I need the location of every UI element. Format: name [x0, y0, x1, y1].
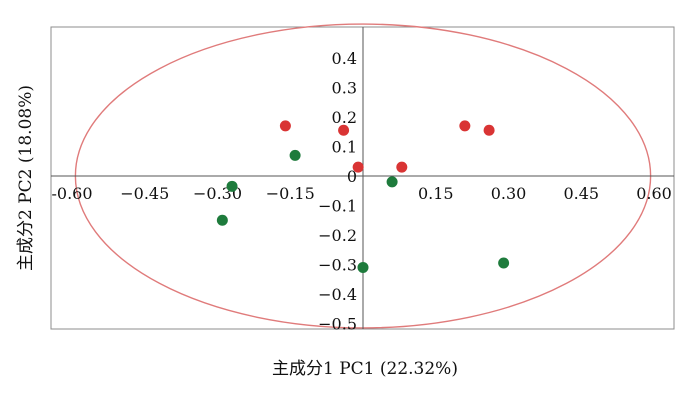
y-tick-label: 0.3 — [332, 79, 357, 98]
data-point-green — [357, 261, 369, 273]
y-tick-label: 0.2 — [332, 108, 357, 127]
y-tick-label: −0.4 — [318, 285, 357, 304]
data-points-layer — [216, 120, 510, 273]
data-point-green — [216, 214, 228, 226]
x-tick-label: −0.15 — [266, 184, 315, 203]
data-point-red — [396, 161, 408, 173]
axes-layer — [51, 27, 674, 329]
data-point-green — [226, 180, 238, 192]
x-tick-label: 0.30 — [491, 184, 527, 203]
y-tick-label: 0.4 — [332, 49, 357, 68]
x-tick-label: -0.60 — [51, 184, 92, 203]
x-tick-label: 0.60 — [636, 184, 672, 203]
y-tick-label: −0.3 — [318, 256, 357, 275]
y-axis-title: 主成分2 PC2 (18.08%) — [16, 85, 36, 271]
data-point-red — [459, 120, 471, 132]
y-tick-label: −0.5 — [318, 315, 357, 334]
x-axis-title: 主成分1 PC1 (22.32%) — [272, 359, 458, 379]
data-point-green — [289, 149, 301, 161]
y-tick-label: −0.1 — [318, 197, 357, 216]
y-tick-label: −0.2 — [318, 226, 357, 245]
tick-labels-layer: -0.60 −0.45 −0.3 0 −0.15 0.15 0.30 0.45 0.60 0.4 0… — [51, 49, 671, 334]
data-point-red — [279, 120, 291, 132]
x-tick-label: −0.45 — [120, 184, 169, 203]
x-tick-label: 0.45 — [563, 184, 599, 203]
x-tick-label: 0.15 — [418, 184, 454, 203]
data-point-green — [498, 257, 510, 269]
data-point-red — [338, 124, 350, 136]
y-tick-label: 0 — [347, 167, 357, 186]
data-point-red — [483, 124, 495, 136]
y-tick-label: 0.1 — [332, 138, 357, 157]
data-point-green — [386, 176, 398, 188]
data-point-red — [352, 161, 364, 173]
